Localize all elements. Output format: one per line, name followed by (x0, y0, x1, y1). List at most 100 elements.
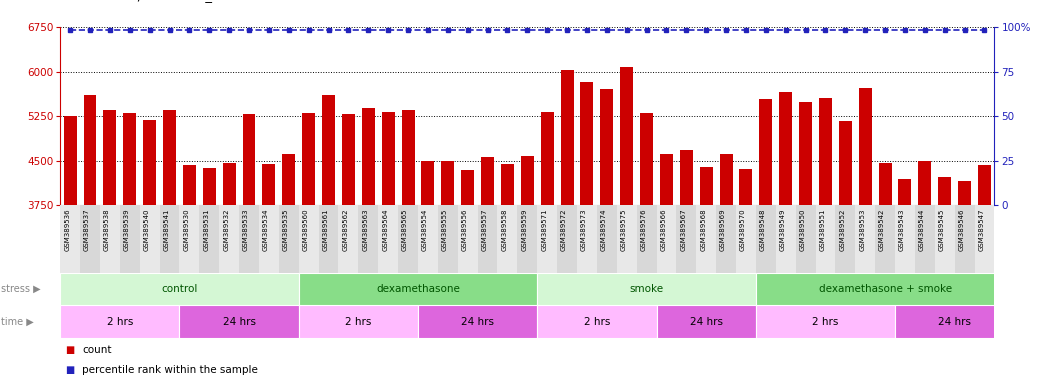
Bar (124, 113, 136, 205)
Text: 24 hrs: 24 hrs (689, 316, 722, 327)
Bar (736, 205, 756, 273)
Text: GSM389556: GSM389556 (462, 208, 468, 251)
Bar (458, 205, 477, 273)
Bar (875, 205, 895, 273)
Bar (199, 205, 219, 273)
Text: GSM389561: GSM389561 (323, 208, 329, 251)
Text: dexamethasone + smoke: dexamethasone + smoke (819, 284, 952, 294)
Bar (302, 113, 316, 205)
Text: GSM389559: GSM389559 (521, 208, 527, 251)
Bar (84, 95, 97, 205)
Bar (239, 205, 258, 273)
Bar (600, 89, 613, 205)
Text: GSM389553: GSM389553 (859, 208, 866, 251)
Bar (160, 205, 180, 273)
Text: 24 hrs: 24 hrs (222, 316, 255, 327)
Bar (700, 167, 713, 205)
Bar (322, 95, 335, 205)
Text: GSM389574: GSM389574 (601, 208, 607, 251)
Bar (899, 179, 911, 205)
Text: GSM389549: GSM389549 (780, 208, 786, 251)
Text: GSM389536: GSM389536 (64, 208, 71, 251)
Bar (958, 181, 972, 205)
Text: 2 hrs: 2 hrs (346, 316, 372, 327)
Bar (418, 305, 538, 338)
Bar (219, 205, 239, 273)
Bar (938, 177, 951, 205)
Bar (100, 205, 119, 273)
Bar (319, 205, 338, 273)
Bar (163, 110, 176, 205)
Bar (501, 164, 514, 205)
Bar (338, 205, 358, 273)
Bar (421, 161, 434, 205)
Bar (60, 273, 299, 305)
Bar (538, 273, 756, 305)
Bar (418, 205, 438, 273)
Text: GSM389534: GSM389534 (263, 208, 269, 251)
Bar (914, 205, 935, 273)
Bar (975, 205, 994, 273)
Text: GSM389575: GSM389575 (621, 208, 627, 251)
Text: GSM389555: GSM389555 (442, 208, 447, 250)
Bar (438, 205, 458, 273)
Bar (656, 305, 756, 338)
Text: GSM389538: GSM389538 (104, 208, 110, 251)
Text: percentile rank within the sample: percentile rank within the sample (82, 365, 257, 375)
Text: GSM389560: GSM389560 (303, 208, 308, 251)
Bar (477, 205, 497, 273)
Bar (517, 205, 538, 273)
Bar (858, 88, 872, 205)
Bar (780, 92, 792, 205)
Bar (796, 205, 816, 273)
Text: GSM389544: GSM389544 (919, 208, 925, 250)
Text: 24 hrs: 24 hrs (461, 316, 494, 327)
Bar (299, 273, 538, 305)
Bar (656, 205, 677, 273)
Text: 2 hrs: 2 hrs (583, 316, 610, 327)
Text: GSM389537: GSM389537 (84, 208, 90, 251)
Text: time ▶: time ▶ (1, 316, 34, 327)
Bar (760, 99, 772, 205)
Bar (282, 154, 295, 205)
Bar (358, 205, 378, 273)
Bar (104, 110, 116, 205)
Text: GSM389551: GSM389551 (819, 208, 825, 251)
Bar (521, 156, 534, 205)
Text: GSM389554: GSM389554 (421, 208, 428, 250)
Text: GSM389563: GSM389563 (362, 208, 368, 251)
Bar (461, 170, 474, 205)
Text: GSM389565: GSM389565 (402, 208, 408, 251)
Text: GSM389541: GSM389541 (164, 208, 169, 251)
Bar (719, 154, 733, 205)
Text: 2 hrs: 2 hrs (813, 316, 839, 327)
Bar (955, 205, 975, 273)
Text: GSM389542: GSM389542 (879, 208, 885, 250)
Text: GSM389547: GSM389547 (979, 208, 984, 251)
Text: dexamethasone: dexamethasone (376, 284, 460, 294)
Text: GSM389531: GSM389531 (203, 208, 210, 251)
Text: GSM389570: GSM389570 (740, 208, 746, 251)
Text: GSM389558: GSM389558 (501, 208, 508, 251)
Text: control: control (161, 284, 197, 294)
Bar (441, 161, 455, 205)
Text: GSM389545: GSM389545 (938, 208, 945, 250)
Bar (557, 205, 577, 273)
Text: ■: ■ (65, 345, 75, 355)
Bar (143, 120, 156, 205)
Text: stress ▶: stress ▶ (1, 284, 40, 294)
Bar (597, 205, 617, 273)
Text: GSM389567: GSM389567 (680, 208, 686, 251)
Bar (819, 98, 831, 205)
Bar (342, 114, 355, 205)
Bar (180, 205, 199, 273)
Bar (839, 121, 852, 205)
Bar (538, 205, 557, 273)
Bar (677, 205, 696, 273)
Text: GSM389568: GSM389568 (701, 208, 706, 251)
Bar (497, 205, 517, 273)
Bar (299, 205, 319, 273)
Text: GSM389562: GSM389562 (343, 208, 349, 251)
Bar (640, 113, 653, 205)
Bar (202, 168, 216, 205)
